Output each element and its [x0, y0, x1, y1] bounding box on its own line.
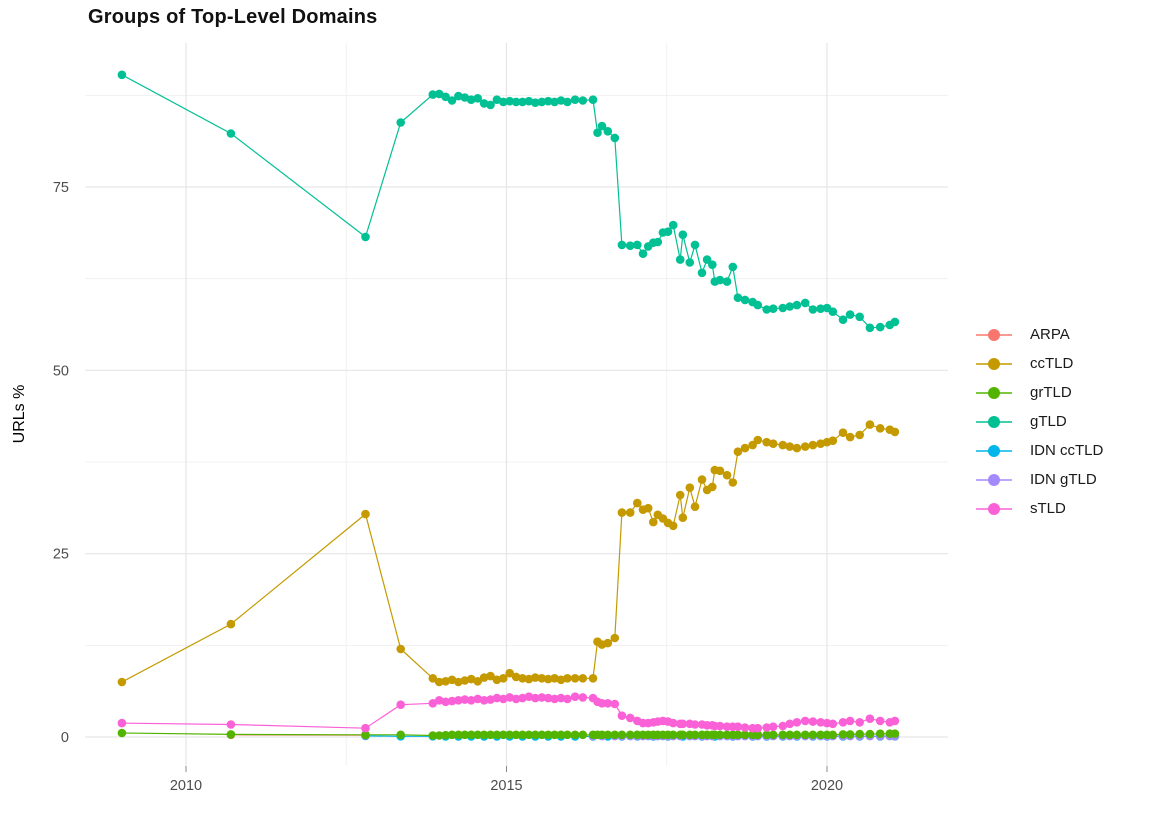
legend-key: [976, 357, 1012, 371]
legend-key: [976, 386, 1012, 400]
legend-label: ccTLD: [1030, 355, 1074, 372]
legend-label: IDN gTLD: [1030, 471, 1097, 488]
legend-key: [976, 444, 1012, 458]
legend-label: grTLD: [1030, 384, 1072, 401]
legend-dot-icon: [988, 328, 1000, 341]
svg-text:2015: 2015: [490, 778, 522, 794]
svg-text:2010: 2010: [170, 778, 202, 794]
svg-text:25: 25: [53, 547, 69, 563]
legend-item-cctld: ccTLD: [976, 349, 1156, 378]
legend-key: [976, 328, 1012, 342]
legend-label: gTLD: [1030, 413, 1067, 430]
legend-dot-icon: [988, 473, 1000, 486]
legend-dot-icon: [988, 502, 1000, 515]
legend-item-idn-cctld: IDN ccTLD: [976, 436, 1156, 465]
legend-dot-icon: [988, 444, 1000, 457]
svg-text:75: 75: [53, 180, 69, 196]
legend-item-grtld: grTLD: [976, 378, 1156, 407]
legend-item-stld: sTLD: [976, 494, 1156, 523]
legend-item-idn-gtld: IDN gTLD: [976, 465, 1156, 494]
legend-key: [976, 415, 1012, 429]
legend-dot-icon: [988, 415, 1000, 428]
svg-text:2020: 2020: [811, 778, 843, 794]
legend-label: sTLD: [1030, 500, 1066, 517]
legend-label: IDN ccTLD: [1030, 442, 1104, 459]
svg-text:0: 0: [61, 730, 69, 746]
legend-dot-icon: [988, 357, 1000, 370]
legend-key: [976, 473, 1012, 487]
svg-text:50: 50: [53, 363, 69, 379]
legend-label: ARPA: [1030, 326, 1070, 343]
legend-item-arpa: ARPA: [976, 320, 1156, 349]
chart-title: Groups of Top-Level Domains: [88, 6, 378, 28]
legend-dot-icon: [988, 386, 1000, 399]
legend: ARPA ccTLD grTLD gTLD IDN ccTLD IDN gTLD…: [976, 320, 1156, 523]
legend-item-gtld: gTLD: [976, 407, 1156, 436]
legend-key: [976, 502, 1012, 516]
